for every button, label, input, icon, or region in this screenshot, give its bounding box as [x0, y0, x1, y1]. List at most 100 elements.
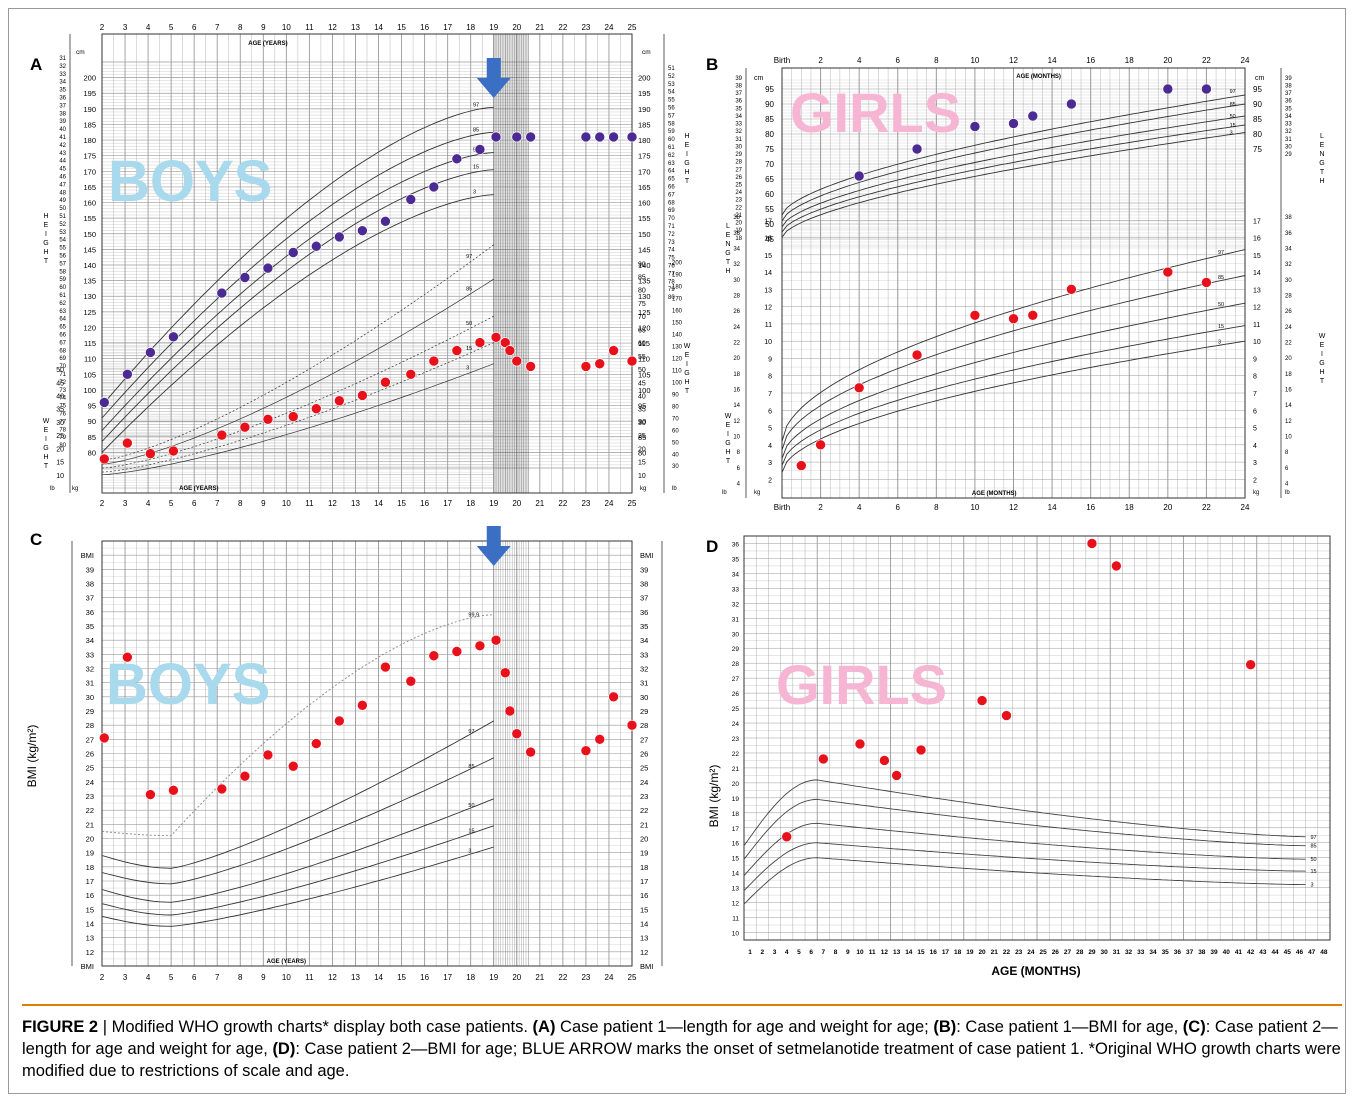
x-tick-label-bottom: 12: [1009, 503, 1018, 512]
inch-tick-label: 58: [59, 269, 66, 275]
y-tick-label: 16: [732, 841, 740, 848]
x-tick-label-bottom: 9: [261, 499, 266, 508]
height-point: [334, 231, 345, 243]
weight-tick-label: 5: [768, 426, 772, 433]
y-tick-label: 38: [86, 580, 94, 589]
y-tick-label: 24: [732, 721, 740, 728]
y-tick-label: 34: [640, 636, 648, 645]
x-tick-label-top: 23: [581, 23, 590, 32]
percentile-label: 50: [1230, 114, 1236, 120]
x-tick-label-bottom: 14: [1048, 503, 1057, 512]
weight-axis-title: W: [43, 418, 50, 425]
length-tick-label: 65: [765, 175, 774, 184]
x-tick-label: 18: [954, 949, 962, 956]
inch-tick-label: 71: [668, 224, 675, 230]
weight-lb-tick-label: 24: [733, 325, 740, 331]
x-tick-label: 28: [1076, 949, 1084, 956]
inch-tick-label: 68: [668, 200, 675, 206]
percentile-label: 97: [1310, 835, 1316, 841]
inch-tick-label: 54: [668, 90, 675, 96]
x-tick-label: 39: [1210, 949, 1218, 956]
weight-point: [216, 429, 228, 441]
y-tick-label: 33: [86, 650, 94, 659]
height-tick-label: 115: [84, 339, 96, 348]
weight-lb-tick-label: 32: [733, 262, 740, 268]
bmi-percentile-curve: [743, 842, 1306, 891]
x-tick-label-top: 19: [489, 23, 498, 32]
plot-frame: [101, 33, 633, 494]
inch-tick-label: 49: [59, 198, 66, 204]
x-tick-label: 22: [558, 973, 567, 982]
boys-watermark: BOYS: [108, 149, 272, 214]
y-tick-label: 14: [640, 920, 648, 929]
height-tick-label: 120: [638, 323, 651, 332]
bmi-point: [504, 705, 516, 717]
height-tick-label: 185: [638, 120, 651, 129]
y-tick-label: 30: [640, 693, 648, 702]
x-tick-label: 16: [930, 949, 938, 956]
bmi-point: [1111, 560, 1122, 572]
y-tick-label: 34: [732, 571, 740, 578]
percentile-label: 15: [466, 346, 472, 352]
x-tick-label: 44: [1271, 949, 1279, 956]
x-tick-label: 23: [1015, 949, 1023, 956]
weight-tick-label: 10: [1253, 339, 1261, 346]
chart-a: 2233445566778899101011111212131314141515…: [43, 23, 691, 508]
inch-tick-label: 79: [668, 287, 675, 293]
x-tick-label-top: 21: [535, 23, 544, 32]
bmi-point: [405, 675, 417, 687]
inch-tick-label: 22: [735, 205, 742, 211]
height-percentile-curve: [101, 131, 494, 419]
percentile-label: 50: [1310, 857, 1316, 863]
x-tick-label: 41: [1235, 949, 1243, 956]
inch-tick-label: 59: [59, 277, 66, 283]
x-tick-label: 3: [773, 949, 777, 956]
height-axis-title: H: [43, 249, 48, 256]
weight-tick-label: 10: [56, 473, 64, 480]
x-tick-label: 22: [1003, 949, 1011, 956]
x-tick-label-bottom: 4: [146, 499, 151, 508]
y-tick-label: 23: [640, 792, 648, 801]
x-tick-label: 13: [893, 949, 901, 956]
inch-tick-label: 56: [59, 254, 66, 260]
y-tick-label: 35: [640, 622, 648, 631]
y-tick-label: 26: [640, 750, 648, 759]
panel-letter-a: A: [30, 55, 43, 74]
weight-point: [334, 395, 345, 407]
weight-lb-tick-label: 150: [672, 320, 683, 326]
weight-point: [262, 413, 274, 425]
y-tick-label: 14: [732, 871, 740, 878]
x-tick-label: 5: [169, 973, 174, 982]
weight-tick-label: 70: [638, 314, 646, 321]
height-tick-label: 80: [638, 448, 646, 457]
bmi-point: [594, 734, 606, 745]
weight-axis-title: T: [44, 463, 49, 470]
weight-point: [239, 421, 251, 433]
y-tick-label: 19: [732, 796, 740, 803]
inch-tick-label: 64: [59, 317, 66, 323]
height-tick-label: 80: [88, 448, 96, 457]
weight-unit-label: lb: [722, 490, 727, 496]
weight-tick-label: 25: [56, 433, 64, 440]
inch-tick-label: 36: [1285, 99, 1292, 105]
height-tick-label: 100: [83, 386, 96, 395]
weight-tick-label: 17: [764, 218, 772, 225]
weight-lb-tick-label: 18: [1285, 372, 1292, 378]
weight-axis-title: G: [684, 370, 689, 377]
length-axis-title: H: [1319, 178, 1324, 185]
bmi-point: [262, 749, 274, 761]
x-tick-label: 6: [809, 949, 813, 956]
y-tick-label: 28: [86, 721, 94, 730]
weight-lb-tick-label: 170: [672, 296, 683, 302]
percentile-label: 3: [1230, 131, 1233, 137]
weight-tick-label: 20: [56, 446, 64, 453]
bmi-point: [1001, 710, 1012, 721]
x-tick-label-bottom: 25: [628, 499, 637, 508]
x-axis-label-top: AGE (MONTHS): [1016, 74, 1061, 80]
weight-point: [608, 345, 619, 356]
height-tick-label: 170: [638, 167, 651, 176]
inch-tick-label: 78: [59, 427, 66, 433]
percentile-label: 97: [466, 254, 472, 260]
weight-point: [969, 309, 981, 321]
inch-tick-label: 74: [668, 248, 675, 254]
